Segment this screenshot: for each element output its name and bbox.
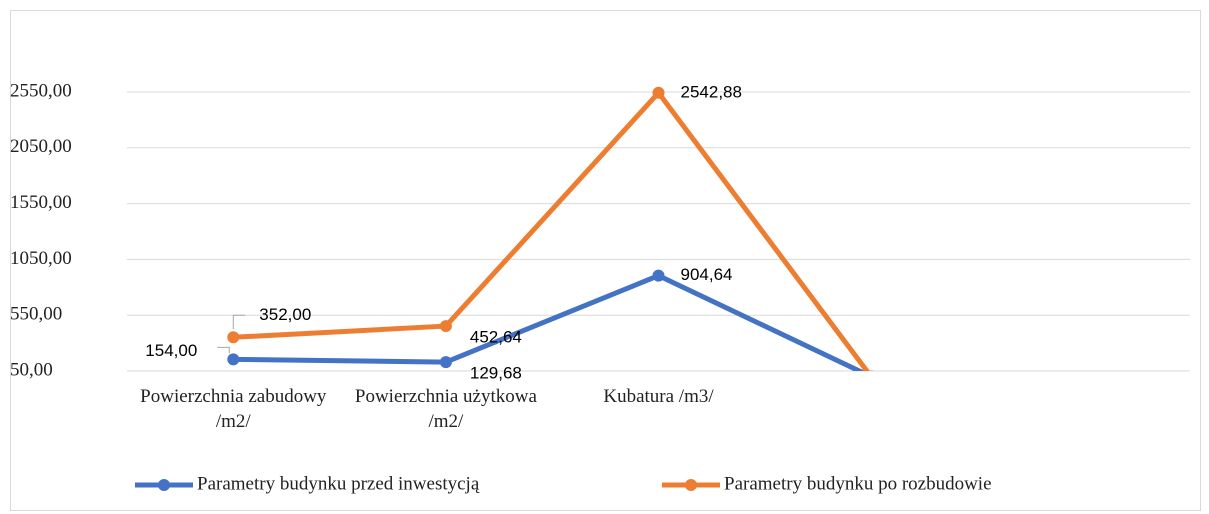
leader-line [217, 346, 230, 354]
marker [227, 353, 240, 366]
value-label: 452,64 [470, 328, 522, 347]
chart-frame [10, 10, 1201, 511]
x-tick-label: Powierzchnia użytkowa /m2/ [354, 386, 537, 432]
marker [227, 331, 240, 344]
y-tick-label: 2550,00 [10, 80, 72, 101]
legend-marker [685, 479, 697, 491]
value-label: 2542,88 [681, 82, 742, 101]
value-label: 154,00 [145, 341, 197, 360]
marker [439, 320, 452, 333]
y-tick-label: 1050,00 [10, 248, 72, 269]
legend-marker [158, 479, 170, 491]
marker [439, 356, 452, 369]
value-label: 904,64 [681, 265, 733, 284]
y-tick-label: 2050,00 [10, 136, 72, 157]
marker [868, 370, 874, 371]
y-tick-label: 550,00 [10, 304, 62, 325]
marker [868, 370, 874, 371]
y-tick-label: 50,00 [10, 359, 53, 380]
marker [652, 269, 665, 282]
leader-line [232, 314, 246, 330]
series-line [233, 273, 866, 371]
legend-label: Parametry budynku po rozbudowie [724, 473, 992, 494]
legend-label: Parametry budynku przed inwestycją [197, 473, 480, 494]
marker [652, 86, 665, 99]
y-tick-label: 1550,00 [10, 192, 72, 213]
x-tick-label: Powierzchnia zabudowy /m2/ [140, 386, 327, 432]
series-line [233, 90, 871, 371]
value-label: 352,00 [259, 305, 311, 324]
plot-area [227, 86, 874, 371]
value-label: 129,68 [470, 364, 522, 383]
x-tick-label: Kubatura /m3/ [603, 386, 714, 407]
